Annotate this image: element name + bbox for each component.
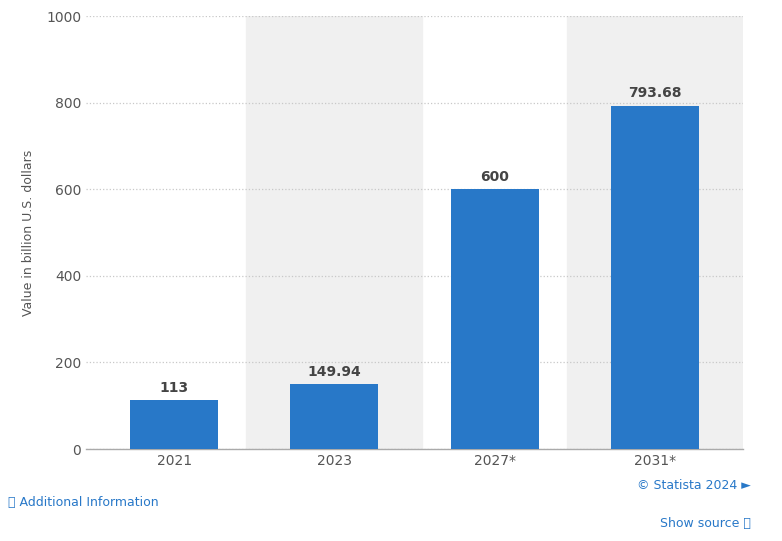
Text: ⓘ Additional Information: ⓘ Additional Information: [8, 496, 159, 509]
Text: 600: 600: [480, 170, 509, 184]
Text: © Statista 2024 ►: © Statista 2024 ►: [637, 479, 751, 492]
Bar: [290, 384, 378, 449]
Bar: [246, 16, 422, 449]
Text: 793.68: 793.68: [628, 87, 682, 100]
Bar: [567, 16, 743, 449]
Text: Show source ⓘ: Show source ⓘ: [660, 517, 751, 530]
Bar: [611, 105, 699, 449]
Bar: [130, 400, 218, 449]
Text: 113: 113: [160, 381, 188, 395]
Bar: [450, 189, 539, 449]
Y-axis label: Value in billion U.S. dollars: Value in billion U.S. dollars: [22, 149, 35, 316]
Text: 149.94: 149.94: [307, 365, 361, 379]
